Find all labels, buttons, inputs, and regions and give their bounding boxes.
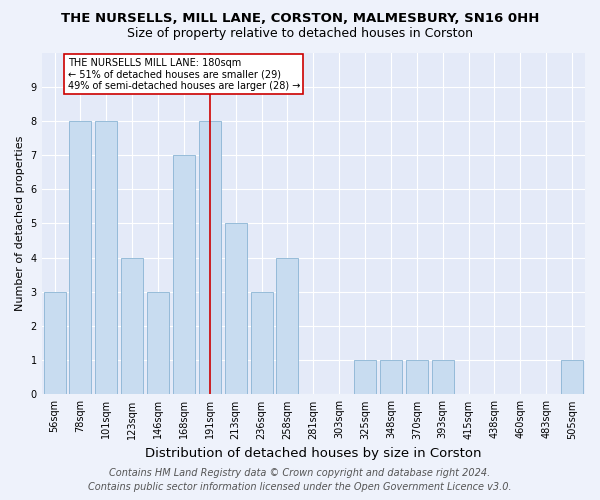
Bar	[225, 224, 247, 394]
Bar	[199, 121, 221, 394]
Bar	[406, 360, 428, 394]
Text: Contains HM Land Registry data © Crown copyright and database right 2024.
Contai: Contains HM Land Registry data © Crown c…	[88, 468, 512, 492]
Text: THE NURSELLS, MILL LANE, CORSTON, MALMESBURY, SN16 0HH: THE NURSELLS, MILL LANE, CORSTON, MALMES…	[61, 12, 539, 26]
Bar	[173, 155, 195, 394]
Text: THE NURSELLS MILL LANE: 180sqm
← 51% of detached houses are smaller (29)
49% of : THE NURSELLS MILL LANE: 180sqm ← 51% of …	[68, 58, 300, 91]
Bar	[44, 292, 65, 394]
Bar	[147, 292, 169, 394]
Bar	[561, 360, 583, 394]
Y-axis label: Number of detached properties: Number of detached properties	[15, 136, 25, 311]
Bar	[95, 121, 118, 394]
Bar	[251, 292, 272, 394]
X-axis label: Distribution of detached houses by size in Corston: Distribution of detached houses by size …	[145, 447, 482, 460]
Bar	[277, 258, 298, 394]
Bar	[380, 360, 402, 394]
Bar	[432, 360, 454, 394]
Text: Size of property relative to detached houses in Corston: Size of property relative to detached ho…	[127, 28, 473, 40]
Bar	[121, 258, 143, 394]
Bar	[70, 121, 91, 394]
Bar	[354, 360, 376, 394]
